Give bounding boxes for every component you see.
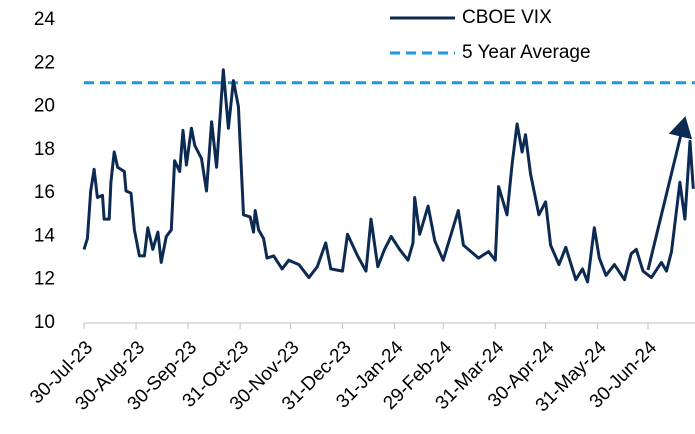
y-tick-label: 14 — [34, 225, 56, 246]
trend-arrow — [646, 116, 693, 271]
legend-label: 5 Year Average — [462, 42, 591, 63]
legend-label: CBOE VIX — [462, 7, 552, 28]
y-tick-label: 18 — [34, 139, 55, 160]
y-tick-label: 16 — [34, 182, 55, 203]
y-tick-label: 20 — [34, 96, 55, 117]
y-tick-label: 22 — [34, 52, 55, 73]
y-tick-label: 12 — [34, 269, 55, 290]
series-line — [82, 68, 695, 284]
y-tick-label: 24 — [34, 9, 56, 30]
y-tick-label: 10 — [34, 312, 55, 333]
